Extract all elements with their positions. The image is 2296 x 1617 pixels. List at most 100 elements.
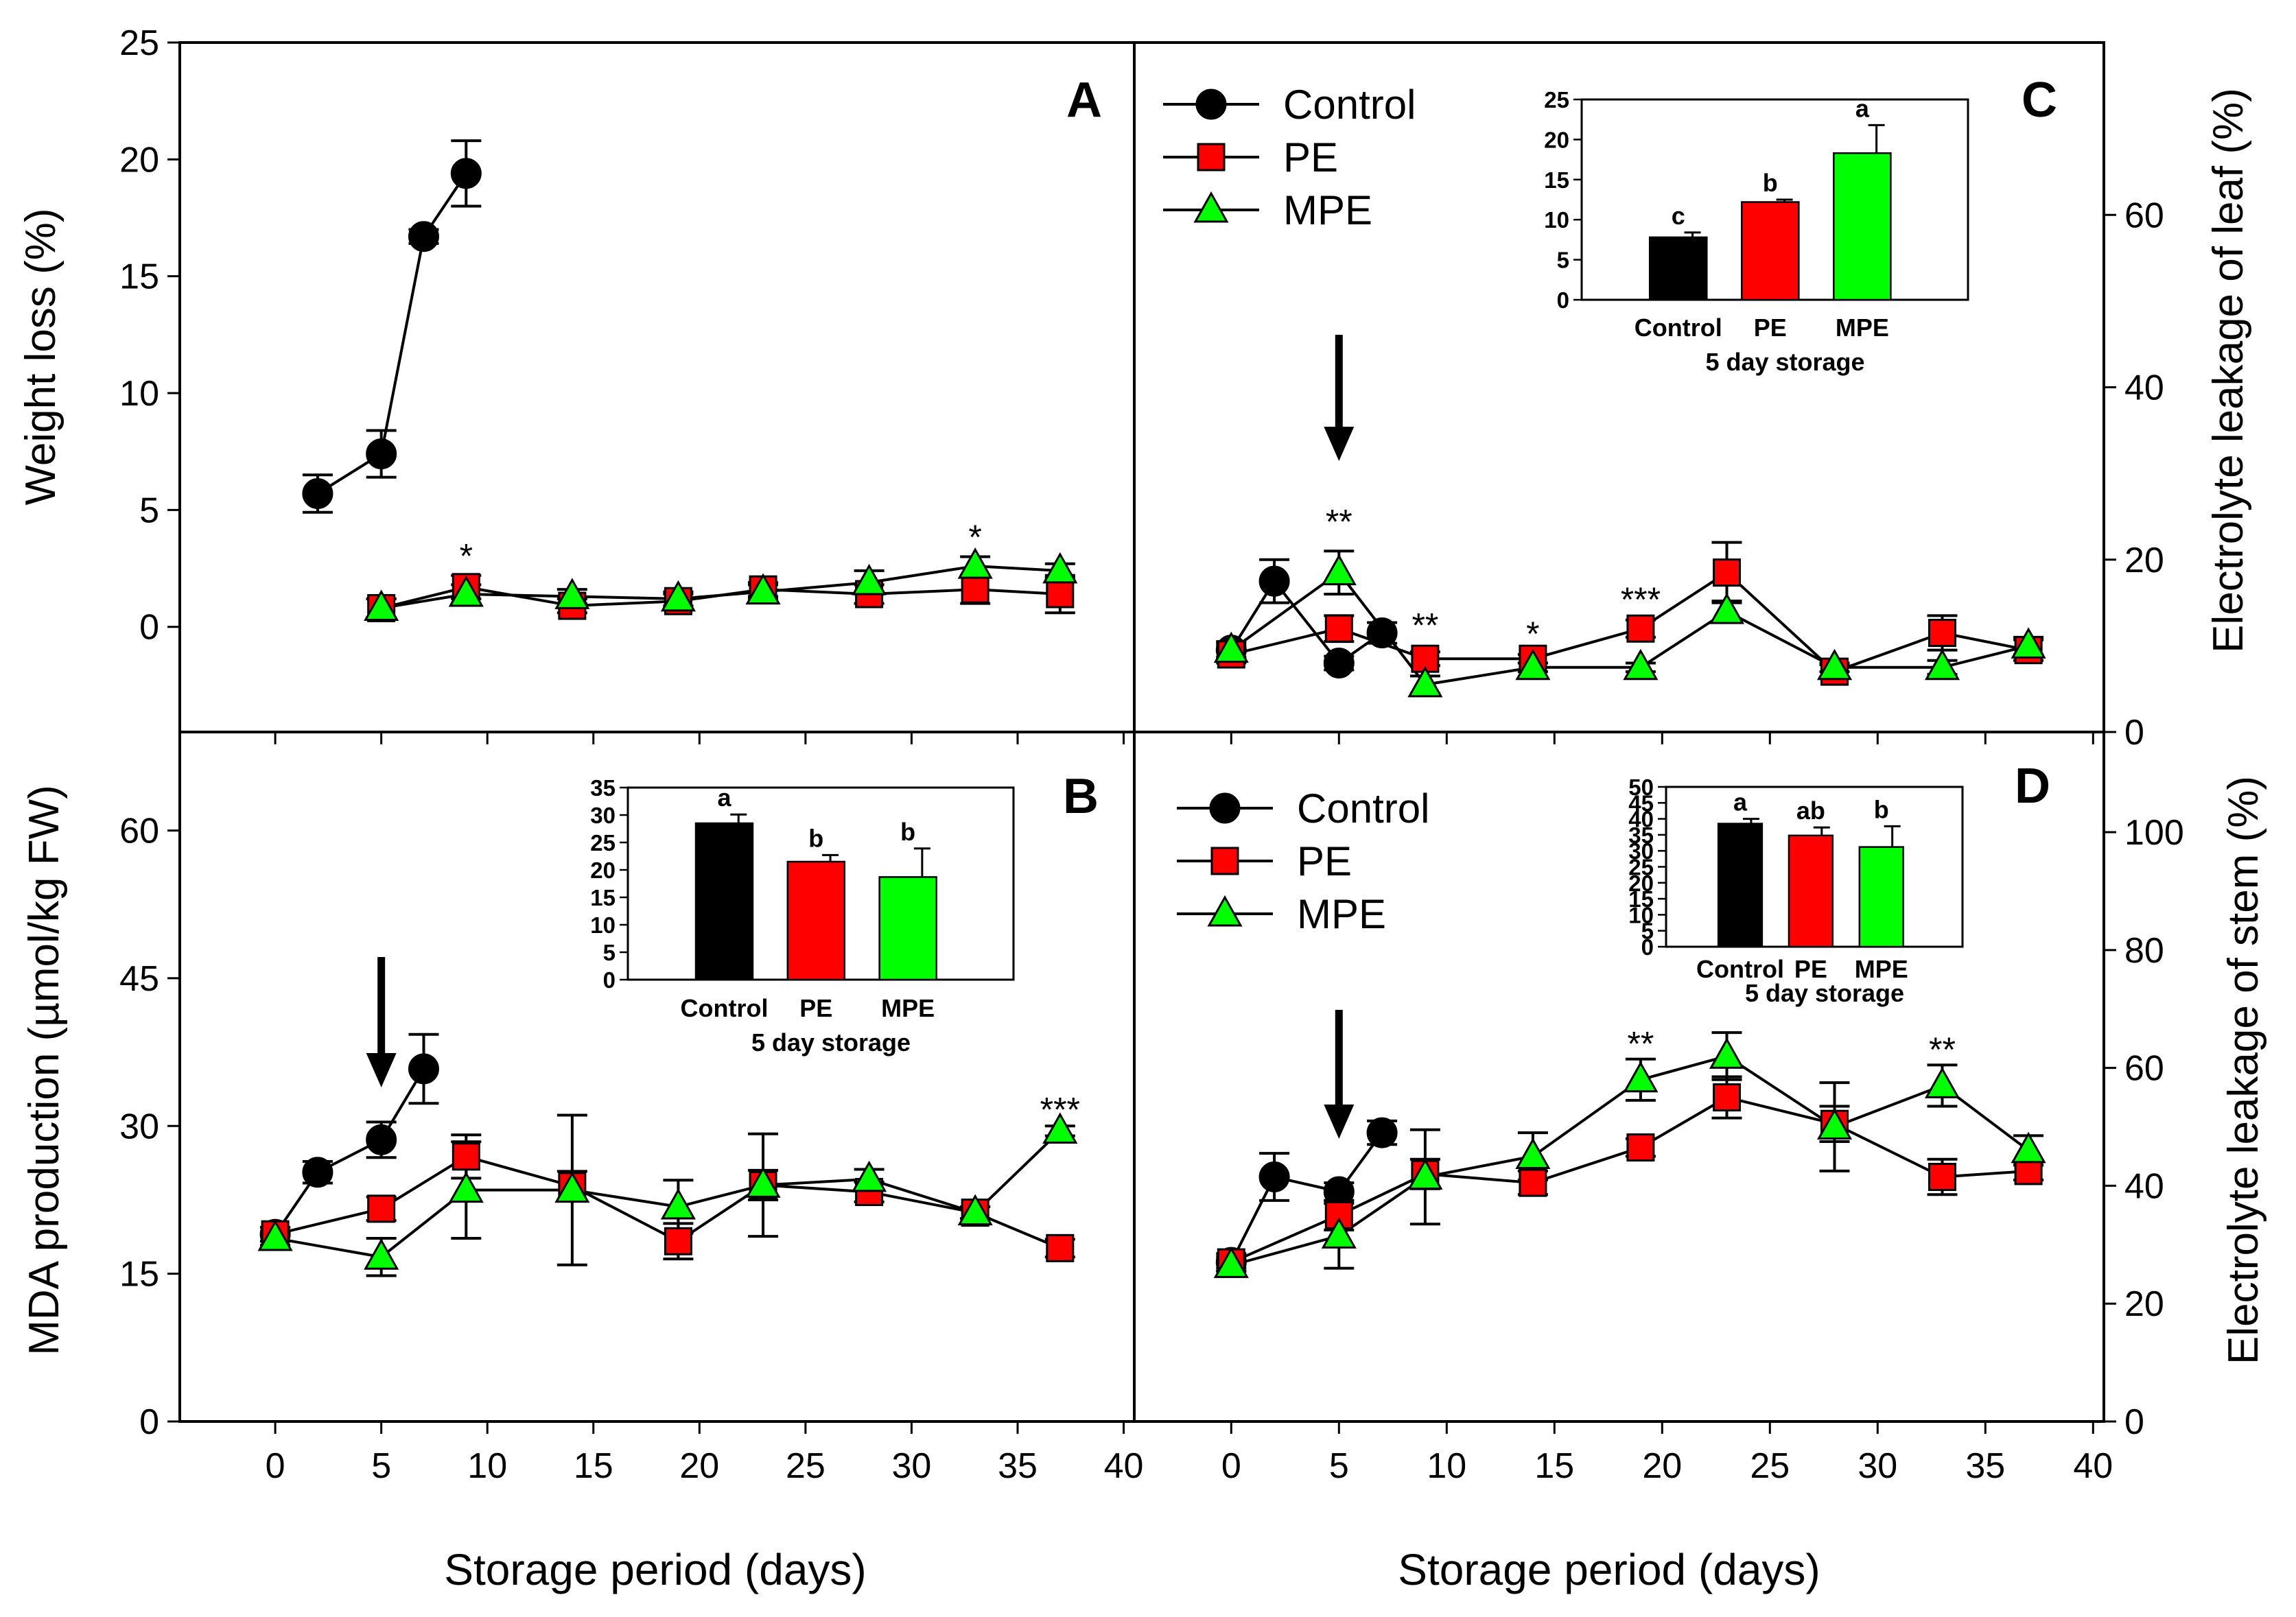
marker-control xyxy=(408,221,439,252)
inset-y-tick-label: 15 xyxy=(590,885,616,910)
panel-letter-c: C xyxy=(2022,73,2057,128)
panel-letter-a: A xyxy=(1066,73,1102,128)
inset-y-tick-label: 20 xyxy=(1628,871,1654,896)
marker-pe xyxy=(452,1142,480,1171)
marker-mpe xyxy=(448,1171,484,1203)
panel-a: 0 5 10 15 20 25 * * xyxy=(119,23,1125,744)
inset-y-tick-label: 15 xyxy=(1628,886,1654,912)
panel-letter-d: D xyxy=(2015,759,2050,814)
inset-category-label: Control xyxy=(681,994,769,1022)
x-tick-label: 15 xyxy=(1534,1446,1574,1486)
marker-mpe xyxy=(1709,593,1745,624)
inset-bar-control xyxy=(1648,236,1708,301)
marker-pe xyxy=(1626,614,1655,643)
significance-label: ** xyxy=(1627,1024,1654,1063)
inset-significance-letter: c xyxy=(1672,202,1685,230)
marker-pe xyxy=(1928,619,1956,648)
inset-category-label: MPE xyxy=(1836,314,1889,342)
x-tick-label: 10 xyxy=(1427,1446,1466,1486)
marker-pe xyxy=(1713,1083,1741,1112)
y-tick-label: 20 xyxy=(2124,541,2164,580)
marker-mpe xyxy=(1623,1061,1659,1093)
y-tick-label: 40 xyxy=(2124,368,2164,408)
y-tick-label: 5 xyxy=(139,491,159,530)
series-line-control xyxy=(274,1067,425,1236)
x-tick-label: 35 xyxy=(1965,1446,2005,1486)
inset-y-tick-label: 5 xyxy=(1557,248,1569,273)
marker-mpe xyxy=(1515,648,1551,681)
marker-pe xyxy=(961,575,989,604)
marker-mpe xyxy=(1213,1247,1249,1278)
marker-mpe xyxy=(1816,1108,1853,1140)
marker-pe xyxy=(664,1227,692,1255)
inset-y-tick-label: 40 xyxy=(1628,807,1654,832)
legend-label-pe: PE xyxy=(1297,838,1352,884)
y-tick-label: 45 xyxy=(119,959,159,999)
y-tick-label: 10 xyxy=(119,374,159,414)
marker-mpe xyxy=(554,1171,590,1203)
inset-bar-pe xyxy=(1740,201,1800,301)
inset-category-label: PE xyxy=(1794,955,1827,983)
x-tick-label: 35 xyxy=(998,1446,1038,1486)
inset-significance-letter: b xyxy=(1874,795,1889,823)
arrow-head xyxy=(1324,427,1355,461)
inset-category-label: PE xyxy=(1754,314,1787,342)
inset-y-tick-label: 50 xyxy=(1628,775,1654,800)
x-tick-label: 5 xyxy=(1329,1446,1349,1486)
x-tick-label: 0 xyxy=(266,1446,285,1486)
significance-label: * xyxy=(1526,615,1539,653)
inset-y-tick-label: 10 xyxy=(590,912,616,938)
marker-pe xyxy=(1411,644,1440,673)
marker-pe xyxy=(1713,558,1741,587)
x-tick-label: 5 xyxy=(371,1446,391,1486)
arrow-head xyxy=(1324,1105,1355,1139)
y-axis-label-panel-d: Electrolyte leakage of stem (%) xyxy=(2220,776,2267,1365)
y-tick-label: 30 xyxy=(119,1107,159,1146)
legend-label-control: Control xyxy=(1297,786,1429,831)
marker-pe xyxy=(1324,614,1353,643)
significance-label: ** xyxy=(1929,1030,1956,1069)
inset-significance-letter: b xyxy=(1763,169,1778,197)
inset-y-tick-label: 30 xyxy=(590,803,616,828)
x-tick-label: 40 xyxy=(1104,1446,1144,1486)
y-tick-label: 100 xyxy=(2124,813,2184,853)
significance-label: ** xyxy=(1326,503,1352,541)
marker-pe xyxy=(1626,1133,1655,1162)
x-tick-label: 40 xyxy=(2073,1446,2113,1486)
marker-mpe xyxy=(554,578,590,609)
series-line-control xyxy=(1230,578,1383,665)
y-tick-label: 60 xyxy=(119,812,159,851)
inset-significance-letter: a xyxy=(1733,788,1748,816)
legend-label-mpe: MPE xyxy=(1297,891,1386,937)
inset-y-tick-label: 30 xyxy=(1628,838,1654,864)
inset-category-label: PE xyxy=(799,994,832,1022)
marker-control xyxy=(1323,648,1355,678)
inset-significance-letter: a xyxy=(717,783,731,812)
inset-y-tick-label: 25 xyxy=(590,830,616,855)
inset-significance-letter: b xyxy=(808,824,823,852)
marker-mpe xyxy=(957,547,993,579)
inset-category-label: Control xyxy=(1696,955,1784,983)
marker-mpe xyxy=(257,1219,293,1251)
x-tick-label: 30 xyxy=(1858,1446,1897,1486)
y-tick-label: 20 xyxy=(2124,1284,2164,1324)
marker-mpe xyxy=(1321,1217,1357,1249)
marker-mpe xyxy=(745,573,781,605)
legend-marker-mpe xyxy=(1193,191,1229,223)
y-tick-label: 15 xyxy=(119,1255,159,1295)
marker-mpe xyxy=(1042,1112,1078,1144)
legend-marker-pe xyxy=(1210,847,1239,875)
legend-marker-mpe xyxy=(1207,895,1243,927)
marker-pe xyxy=(367,1194,396,1223)
marker-mpe xyxy=(660,580,696,612)
marker-mpe xyxy=(660,1188,696,1220)
marker-mpe xyxy=(2011,1131,2046,1164)
marker-pe xyxy=(1046,1234,1075,1262)
x-tick-label: 20 xyxy=(1642,1446,1682,1486)
y-axis-label-panel-a: Weight loss (%) xyxy=(17,209,65,506)
inset-bar-mpe xyxy=(1833,152,1892,301)
x-axis-label-left: Storage period (days) xyxy=(444,1545,866,1594)
